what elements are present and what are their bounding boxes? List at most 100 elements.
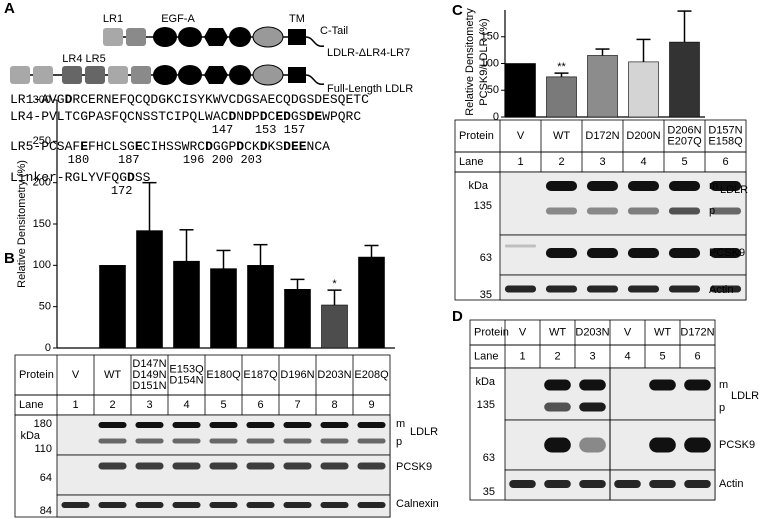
o-linked-domain [252, 26, 284, 48]
table-cell: D172N [680, 326, 714, 338]
table-cell: D157N [708, 124, 742, 136]
table-cell: 3 [589, 350, 595, 362]
blot-band [98, 438, 127, 444]
egf-domain [178, 27, 202, 47]
sequence-segment: D [127, 170, 135, 185]
blot-size-label: 35 [483, 486, 495, 498]
blot-band [579, 402, 606, 412]
residue-numbers: 147 153 157 [10, 123, 305, 137]
table-cell: D172N [585, 130, 619, 142]
o-linked-domain [252, 64, 284, 86]
domain-label: EGF-A [161, 13, 195, 25]
tail-label: C-Tail [320, 25, 348, 37]
c-tail [305, 74, 325, 85]
sequence-segment: NCA [307, 139, 331, 154]
blot-band [684, 379, 711, 391]
blot-label: PCSK9 [719, 439, 755, 451]
bar [210, 268, 237, 349]
table-cell: 5 [681, 156, 687, 168]
egf-domain [229, 65, 251, 85]
blot-band [545, 181, 578, 191]
residue-numbers: 172 [10, 184, 132, 198]
lr-domain [126, 28, 146, 46]
blot-band [668, 248, 701, 258]
table-cell: D154N [169, 374, 203, 386]
table-cell: WT [104, 369, 121, 381]
panel-label: C [452, 2, 463, 19]
blot [56, 414, 391, 456]
bar [173, 260, 200, 349]
construct-short [103, 26, 325, 48]
blot-band [357, 462, 386, 470]
sequence-segment: LR5-PCSAF [10, 139, 80, 154]
egf-domain [178, 65, 202, 85]
bar [247, 265, 274, 349]
sequence-segment: D [260, 109, 268, 124]
blot-band [504, 244, 537, 248]
table-cell: D203N [317, 369, 351, 381]
table-cell: 6 [694, 350, 700, 362]
blot-band [209, 422, 238, 428]
blot-band [357, 438, 386, 444]
blot-size-label: 135 [477, 399, 495, 411]
blot-band [283, 502, 312, 508]
table-cell: V [72, 369, 80, 381]
domain-label: TM [289, 13, 305, 25]
blot-band [668, 285, 701, 293]
blot-band [135, 502, 164, 508]
blot-band [320, 462, 349, 470]
table-cell: D203N [575, 326, 609, 338]
blot-size-label: kDa [475, 376, 495, 388]
blot-label: PCSK9 [709, 247, 745, 259]
blot-band [283, 422, 312, 428]
table-cell: 1 [519, 350, 525, 362]
table-cell: D147N [132, 358, 166, 370]
blot-label: m [719, 379, 728, 391]
bar [669, 41, 700, 118]
blot-band [627, 181, 660, 191]
sequence-segment: GGP [213, 139, 237, 154]
tm-domain [288, 29, 306, 45]
sequence-line: Linker-RGLYVFQGDSS [10, 170, 151, 185]
y-tick-label: 50 [39, 301, 51, 313]
blot-band [586, 248, 619, 258]
table-cell: V [517, 130, 525, 142]
table-cell: Protein [459, 130, 494, 142]
blot-band [172, 462, 201, 470]
sequence-segment: FHCLSG [88, 139, 135, 154]
blot-band [98, 462, 127, 470]
y-tick-label: 100 [33, 259, 51, 271]
bar [628, 61, 659, 118]
y-tick-label: 300 [33, 94, 51, 106]
blot-size-label: 180 [34, 418, 52, 430]
blot-band [135, 462, 164, 470]
sequence-segment: GS [291, 109, 307, 124]
construct-name: Full-Length LDLR [327, 83, 413, 95]
table-cell: Lane [474, 350, 498, 362]
table-cell: Lane [19, 399, 43, 411]
beta-propeller [204, 28, 228, 46]
blot-band [684, 480, 711, 488]
sequence-segment: LR4-PVLTCGPASFQCNSSTCIPQLWAC [10, 109, 229, 124]
table-cell: E187Q [243, 369, 278, 381]
y-axis-label: Relative Densitometry (%) [16, 160, 28, 288]
table-cell: 8 [331, 399, 337, 411]
table-cell: E208Q [354, 369, 389, 381]
lr-domain [85, 66, 105, 84]
sequence-segment: E [135, 139, 143, 154]
blot-band [246, 502, 275, 508]
lr-domain [131, 66, 151, 84]
annotation: ** [557, 61, 566, 73]
sequence-segment: Linker-RGLYVFQG [10, 170, 127, 185]
table-cell: E153Q [169, 363, 204, 375]
blot [499, 234, 747, 276]
tm-domain [288, 67, 306, 83]
blot-band [283, 462, 312, 470]
sequence-segment: WPQRC [322, 109, 361, 124]
blot-band [668, 181, 701, 191]
blot-band [172, 438, 201, 444]
blot-band [627, 207, 660, 215]
blot-band [586, 285, 619, 293]
blot-label: Calnexin [396, 498, 439, 510]
sequence-line: LR5-PCSAFEFHCLSGECIHSSWRCDGGPDCKDKSDEENC… [10, 139, 330, 154]
